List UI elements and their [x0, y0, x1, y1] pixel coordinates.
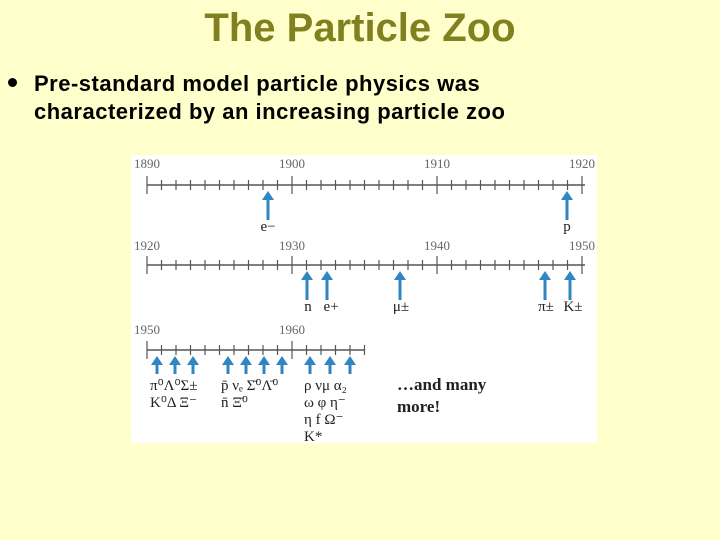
particle-label: e− [260, 219, 275, 235]
arrow-head [151, 356, 163, 365]
arrow-head [561, 191, 573, 200]
arrow-head [187, 356, 199, 365]
particle-group-line: p̄ νₑ Σ̄⁰Λ̄⁰ [221, 378, 278, 394]
particle-label: μ± [393, 299, 409, 315]
particle-label: n [304, 299, 312, 315]
bullet-marker [8, 78, 17, 87]
year-label: 1960 [279, 322, 305, 337]
year-label: 1920 [134, 238, 160, 253]
arrow-head [324, 356, 336, 365]
figure-panel [131, 155, 597, 443]
arrow-head [169, 356, 181, 365]
year-label: 1920 [569, 156, 595, 171]
particle-label: π± [538, 299, 554, 315]
year-label: 1950 [134, 322, 160, 337]
arrow-head [304, 356, 316, 365]
arrow-head [240, 356, 252, 365]
arrow-head [262, 191, 274, 200]
year-label: 1900 [279, 156, 305, 171]
arrow-head [539, 271, 551, 280]
arrow-head [321, 271, 333, 280]
particle-label: K± [563, 299, 582, 315]
particle-group-line: ω φ η⁻ [304, 395, 346, 411]
year-label: 1910 [424, 156, 450, 171]
year-label: 1890 [134, 156, 160, 171]
particle-group-line: π⁰Λ⁰Σ± [150, 378, 197, 394]
particle-group-line: ρ νμ α₂ [304, 378, 347, 394]
slide-title: The Particle Zoo [204, 6, 516, 50]
year-label: 1950 [569, 238, 595, 253]
arrow-head [222, 356, 234, 365]
bullet-line: characterized by an increasing particle … [34, 99, 506, 124]
note-line: more! [397, 397, 440, 416]
particle-group-line: K* [304, 429, 322, 445]
particle-label: e+ [323, 299, 338, 315]
year-label: 1940 [424, 238, 450, 253]
arrow-head [258, 356, 270, 365]
particle-group-line: η f Ω⁻ [304, 412, 343, 428]
year-label: 1930 [279, 238, 305, 253]
particle-group-line: n̄ Ξ̄⁰ [221, 395, 248, 411]
arrow-head [564, 271, 576, 280]
particle-label: p [563, 219, 571, 235]
note-line: …and many [397, 375, 487, 394]
arrow-head [394, 271, 406, 280]
particle-group-line: K⁰Δ Ξ⁻ [150, 395, 197, 411]
arrow-head [276, 356, 288, 365]
arrow-head [301, 271, 313, 280]
arrow-head [344, 356, 356, 365]
bullet-line: Pre-standard model particle physics was [34, 71, 481, 96]
bullet-text: Pre-standard model particle physics was … [34, 70, 505, 126]
